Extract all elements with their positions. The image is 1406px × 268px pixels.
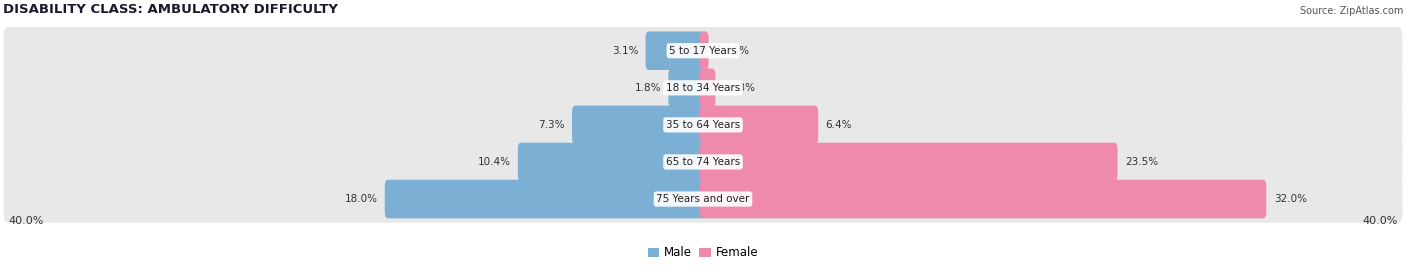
Text: 5 to 17 Years: 5 to 17 Years [669, 46, 737, 56]
Text: DISABILITY CLASS: AMBULATORY DIFFICULTY: DISABILITY CLASS: AMBULATORY DIFFICULTY [3, 3, 337, 16]
FancyBboxPatch shape [572, 106, 706, 144]
Text: 6.4%: 6.4% [825, 120, 852, 130]
Text: 0.14%: 0.14% [716, 46, 749, 56]
FancyBboxPatch shape [4, 175, 1402, 223]
Text: 40.0%: 40.0% [1362, 216, 1398, 226]
Text: 35 to 64 Years: 35 to 64 Years [666, 120, 740, 130]
FancyBboxPatch shape [385, 180, 706, 218]
FancyBboxPatch shape [4, 138, 1402, 186]
FancyBboxPatch shape [700, 31, 709, 70]
Text: 10.4%: 10.4% [478, 157, 510, 167]
Text: 23.5%: 23.5% [1125, 157, 1159, 167]
FancyBboxPatch shape [4, 27, 1402, 75]
Text: 3.1%: 3.1% [612, 46, 638, 56]
Text: 40.0%: 40.0% [8, 216, 44, 226]
Text: 7.3%: 7.3% [538, 120, 565, 130]
FancyBboxPatch shape [4, 101, 1402, 149]
Text: 18.0%: 18.0% [344, 194, 377, 204]
Text: Source: ZipAtlas.com: Source: ZipAtlas.com [1301, 6, 1403, 16]
Text: 1.8%: 1.8% [634, 83, 661, 93]
Text: 32.0%: 32.0% [1274, 194, 1306, 204]
Text: 65 to 74 Years: 65 to 74 Years [666, 157, 740, 167]
FancyBboxPatch shape [700, 69, 716, 107]
FancyBboxPatch shape [700, 180, 1267, 218]
FancyBboxPatch shape [700, 106, 818, 144]
FancyBboxPatch shape [668, 69, 706, 107]
FancyBboxPatch shape [4, 64, 1402, 111]
FancyBboxPatch shape [645, 31, 706, 70]
FancyBboxPatch shape [517, 143, 706, 181]
Text: 75 Years and over: 75 Years and over [657, 194, 749, 204]
Text: 0.53%: 0.53% [723, 83, 756, 93]
FancyBboxPatch shape [700, 143, 1118, 181]
Legend: Male, Female: Male, Female [643, 242, 763, 264]
Text: 18 to 34 Years: 18 to 34 Years [666, 83, 740, 93]
